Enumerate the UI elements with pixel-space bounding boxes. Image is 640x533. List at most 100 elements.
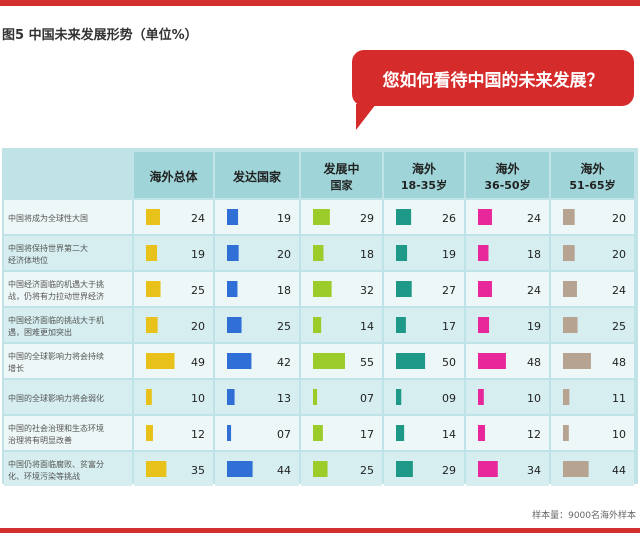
value-bar: [396, 425, 405, 441]
value-label: 49: [191, 356, 205, 369]
value-label: 19: [277, 212, 291, 225]
value-bar: [227, 245, 239, 261]
value-label: 10: [612, 428, 626, 441]
column-header-cell: [134, 152, 213, 198]
value-bar: [563, 461, 589, 477]
value-bar: [146, 353, 175, 369]
value-bar: [478, 461, 498, 477]
value-label: 25: [612, 320, 626, 333]
value-bar: [396, 245, 408, 261]
value-label: 42: [277, 356, 291, 369]
bottom-accent-bar: [0, 528, 640, 533]
row-label: 中国将成为全球性大国: [8, 213, 88, 223]
value-label: 14: [442, 428, 456, 441]
value-label: 17: [442, 320, 456, 333]
column-header-cell: [215, 152, 299, 198]
value-bar: [227, 317, 242, 333]
value-label: 34: [527, 464, 541, 477]
value-bar: [396, 389, 402, 405]
value-bar: [146, 425, 153, 441]
value-bar: [313, 317, 322, 333]
value-label: 20: [191, 320, 205, 333]
value-label: 19: [191, 248, 205, 261]
value-label: 44: [612, 464, 626, 477]
row-label-cell: [4, 272, 132, 306]
value-label: 19: [442, 248, 456, 261]
value-label: 24: [527, 284, 541, 297]
value-label: 09: [442, 392, 456, 405]
question-bubble: 您如何看待中国的未来发展？: [352, 50, 634, 106]
value-label: 18: [277, 284, 291, 297]
column-header-label: 海外: [495, 161, 519, 176]
figure-title: 图5 中国未来发展形势（单位%）: [2, 28, 198, 43]
value-bar: [227, 461, 253, 477]
value-label: 20: [612, 212, 626, 225]
value-label: 29: [442, 464, 456, 477]
value-label: 48: [527, 356, 541, 369]
value-label: 55: [360, 356, 374, 369]
value-label: 11: [612, 392, 626, 405]
value-bar: [563, 353, 591, 369]
row-label: 中国经济面临的挑战大于机: [8, 315, 104, 325]
value-bar: [478, 353, 506, 369]
row-label-cell: [4, 416, 132, 450]
value-bar: [478, 245, 489, 261]
value-bar: [563, 425, 569, 441]
bubble-tail: [356, 104, 376, 130]
value-bar: [146, 317, 158, 333]
row-label: 增长: [8, 363, 24, 373]
value-label: 24: [527, 212, 541, 225]
row-label-cell: [4, 452, 132, 486]
value-label: 10: [191, 392, 205, 405]
value-bar: [563, 281, 577, 297]
value-bar: [478, 317, 490, 333]
row-label-cell: [4, 380, 132, 414]
value-label: 29: [360, 212, 374, 225]
value-label: 44: [277, 464, 291, 477]
value-label: 25: [360, 464, 374, 477]
column-header-cell: [466, 152, 549, 198]
value-label: 13: [277, 392, 291, 405]
value-label: 24: [612, 284, 626, 297]
value-bar: [313, 281, 332, 297]
value-bar: [227, 209, 239, 225]
column-header-label: 海外: [412, 161, 436, 176]
row-label: 战，仍将有力拉动世界经济: [8, 291, 104, 301]
value-bar: [563, 317, 578, 333]
value-bar: [227, 389, 235, 405]
row-label: 中国的全球影响力将会弱化: [8, 393, 104, 403]
value-bar: [478, 425, 485, 441]
question-text: 您如何看待中国的未来发展？: [382, 70, 604, 91]
column-header-label: 海外: [580, 161, 604, 176]
value-bar: [313, 245, 324, 261]
value-bar: [313, 389, 318, 405]
row-label: 经济体地位: [8, 255, 48, 265]
column-header-cell: [384, 152, 464, 198]
row-label-cell: [4, 236, 132, 270]
value-label: 26: [442, 212, 456, 225]
value-bar: [563, 389, 570, 405]
value-label: 12: [191, 428, 205, 441]
column-header-label: 国家: [331, 178, 354, 192]
value-bar: [227, 281, 238, 297]
top-accent-bar: [0, 0, 640, 6]
value-label: 20: [277, 248, 291, 261]
value-bar: [478, 281, 492, 297]
row-label: 中国的全球影响力将会持续: [8, 351, 104, 361]
value-bar: [313, 209, 330, 225]
row-label: 化、环境污染等挑战: [8, 471, 80, 481]
sample-size-note: 样本量：9000名海外样本: [532, 511, 636, 521]
column-header-label: 发达国家: [232, 169, 282, 184]
value-bar: [396, 353, 426, 369]
row-label: 遇，困难更加突出: [8, 327, 72, 337]
row-label: 中国仍将面临腐败、贫富分: [8, 459, 104, 469]
value-bar: [227, 353, 252, 369]
value-bar: [313, 461, 328, 477]
value-label: 25: [191, 284, 205, 297]
column-header-label: 36-50岁: [484, 178, 530, 192]
column-header-cell: [551, 152, 634, 198]
value-label: 07: [277, 428, 291, 441]
value-label: 32: [360, 284, 374, 297]
value-bar: [478, 389, 484, 405]
